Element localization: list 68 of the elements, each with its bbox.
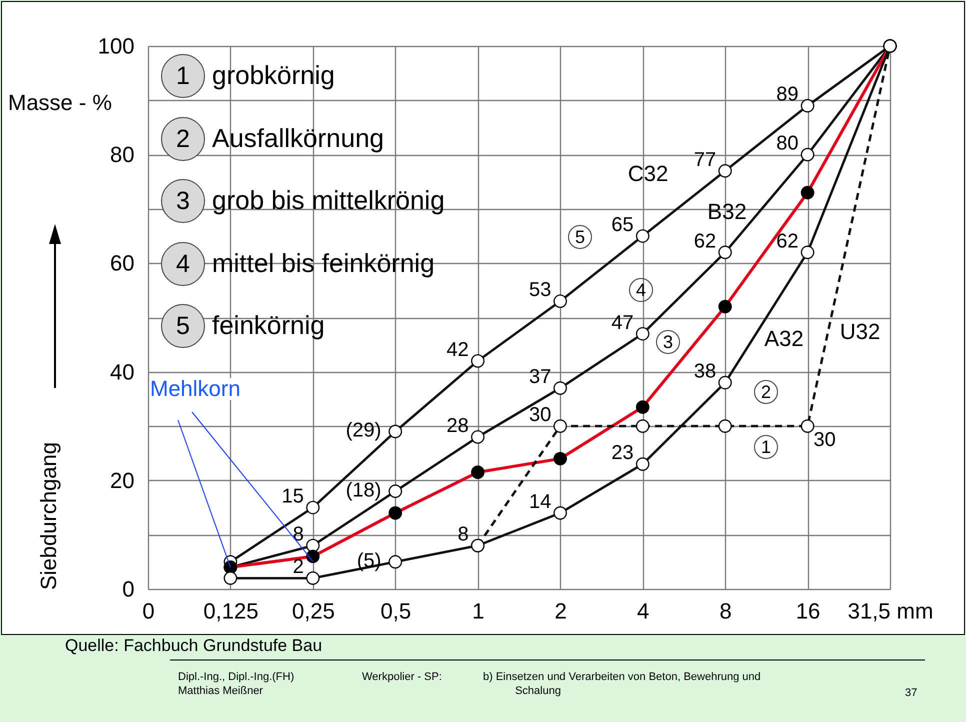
y-tick-label: 100 (98, 34, 134, 58)
y-tick-label: 40 (110, 359, 134, 384)
data-label: 37 (528, 366, 552, 388)
annotation: grob bis mittelkrönig (212, 185, 445, 215)
y-tick-label: 60 (110, 250, 134, 276)
y-tick-label: 80 (110, 142, 134, 168)
data-label: (18) (346, 479, 382, 502)
annotation: 5 (574, 227, 586, 247)
annotation: 5 (176, 312, 190, 340)
text: Schalung (515, 685, 561, 697)
series-label: C32 (628, 161, 668, 186)
source-note: Quelle: Fachbuch Grundstufe Bau (65, 636, 322, 655)
annotation: Ausfallkörnung (212, 123, 384, 153)
annotation: 2 (760, 382, 772, 402)
x-tick-label: 0,25 (292, 598, 335, 624)
text: 37 (905, 687, 918, 699)
annotation: feinkörnig (212, 310, 325, 340)
annotation: mittel bis feinkörnig (212, 248, 435, 278)
annotation: 4 (636, 280, 646, 300)
data-label: 89 (776, 84, 799, 106)
annotation: 3 (662, 332, 674, 352)
annotation: 1 (176, 62, 190, 90)
series-label: B32 (707, 199, 747, 224)
data-label: 47 (611, 312, 634, 334)
annotation: 2 (176, 124, 190, 152)
y-axis-title: Siebdurchgang (36, 442, 61, 590)
data-label: 38 (694, 360, 716, 383)
data-label: 42 (446, 338, 469, 361)
annotation: 1 (760, 437, 772, 457)
annotation: grobkörnig (212, 60, 335, 90)
x-tick-label: 31,5 mm (848, 598, 934, 624)
data-label: 62 (776, 230, 799, 252)
y-tick-label: 20 (110, 468, 134, 493)
text: Dipl.-Ing., Dipl.-Ing.(FH) (178, 671, 294, 683)
x-tick-label: 0,5 (380, 598, 412, 624)
data-label: 53 (528, 279, 552, 302)
x-tick-label: 0,125 (203, 598, 258, 624)
data-label: 8 (292, 524, 304, 546)
x-tick-label: 2 (554, 598, 567, 624)
text: b) Einsetzen und Verarbeiten von Beton, Bewehrung und (483, 671, 761, 683)
data-label: 30 (814, 429, 836, 452)
text: Masse - % (8, 90, 112, 115)
annotation: 4 (176, 250, 190, 278)
data-label: (5) (356, 550, 382, 572)
x-tick-label: 8 (719, 598, 732, 624)
annotation: Mehlkorn (150, 376, 240, 401)
series-label: U32 (840, 319, 880, 344)
data-label: 30 (528, 404, 552, 426)
x-tick-label: 4 (637, 598, 650, 624)
data-label: (29) (346, 420, 382, 442)
data-label: 23 (611, 442, 634, 464)
series-label: A32 (764, 326, 804, 351)
data-label: 28 (446, 414, 469, 437)
data-label: 2 (292, 556, 304, 578)
text: Matthias Meißner (178, 685, 263, 697)
data-label: 77 (694, 148, 716, 171)
data-label: 14 (528, 490, 552, 513)
data-label: 80 (776, 132, 799, 155)
data-label: 15 (282, 486, 304, 508)
text: Werkpolier - SP: (362, 671, 442, 683)
data-label: 65 (611, 214, 634, 236)
x-tick-label: 16 (796, 598, 820, 624)
data-label: 8 (458, 524, 469, 546)
x-tick-label: 0 (142, 598, 155, 624)
y-tick-label: 0 (122, 576, 134, 602)
annotation: 3 (176, 186, 190, 214)
data-label: 62 (694, 230, 716, 252)
x-tick-label: 1 (472, 598, 484, 624)
